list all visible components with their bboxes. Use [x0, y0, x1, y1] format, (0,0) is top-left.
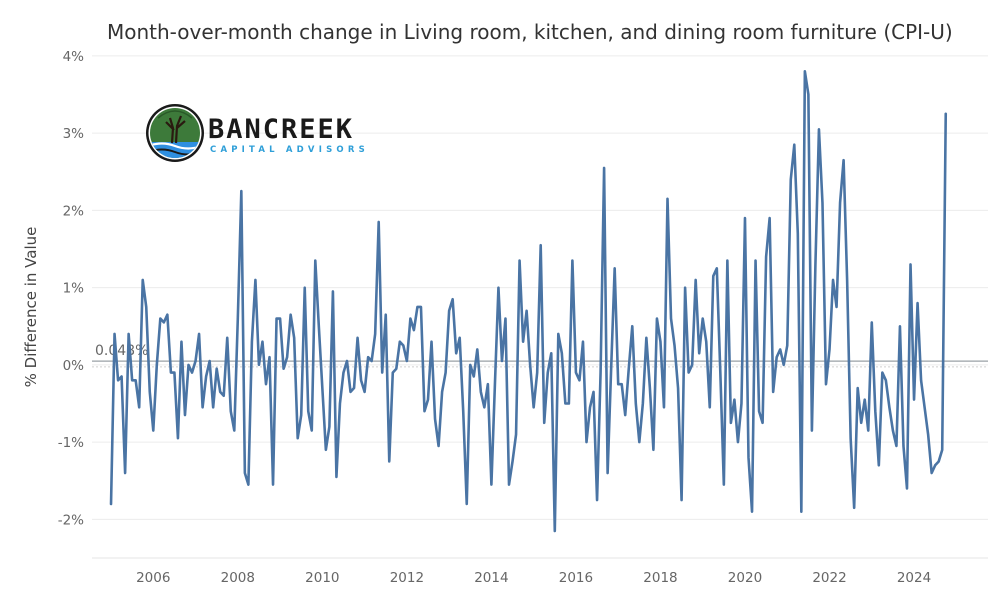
x-tick-label: 2022 [812, 570, 846, 586]
x-tick-label: 2008 [221, 570, 255, 586]
x-axis: 2006 2008 2010 2012 2014 2016 2018 2020 2022 2024 [136, 570, 931, 586]
y-tick-label: 0% [63, 358, 85, 374]
series-group [109, 70, 948, 533]
y-tick-label: 1% [63, 281, 85, 297]
y-tick-label: 4% [63, 49, 85, 65]
x-tick-label: 2016 [559, 570, 593, 586]
x-tick-label: 2024 [897, 570, 931, 586]
series-line [109, 70, 948, 533]
reference-line-group: 0.048% [92, 343, 988, 368]
logo-tagline: CAPITAL ADVISORS [210, 145, 369, 155]
y-axis: -2% -1% 0% 1% 2% 3% 4% [58, 49, 84, 529]
y-axis-title: % Difference in Value [22, 227, 40, 388]
x-tick-label: 2012 [390, 570, 424, 586]
chart-title: Month-over-month change in Living room, … [107, 20, 953, 44]
y-tick-label: -2% [58, 512, 84, 528]
x-tick-label: 2010 [305, 570, 339, 586]
tree-emblem-icon [146, 104, 204, 162]
bancreek-logo: BANCREEK CAPITAL ADVISORS [146, 104, 369, 162]
x-tick-label: 2014 [474, 570, 508, 586]
reference-line-label: 0.048% [95, 343, 148, 359]
y-tick-label: -1% [58, 435, 84, 451]
y-tick-label: 2% [63, 203, 85, 219]
logo-name: BANCREEK [208, 114, 354, 145]
x-tick-label: 2018 [643, 570, 677, 586]
x-tick-label: 2020 [728, 570, 762, 586]
y-tick-label: 3% [63, 126, 85, 142]
x-tick-label: 2006 [136, 570, 170, 586]
